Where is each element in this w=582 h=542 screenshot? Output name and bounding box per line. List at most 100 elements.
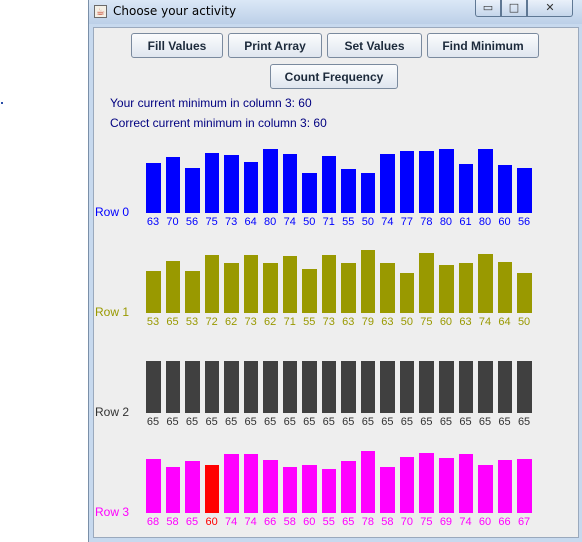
row-2-value-16: 65 — [459, 416, 472, 428]
row-2-value-6: 65 — [264, 416, 277, 428]
row-1-value-8: 55 — [303, 316, 316, 328]
row-3-bar-13 — [399, 457, 415, 513]
row-2-bar-3 — [204, 361, 220, 413]
row-0-bar-2 — [185, 168, 200, 213]
row-3-bar-12 — [380, 467, 395, 513]
maximize-button[interactable]: □ — [501, 0, 527, 17]
row-1-value-4: 62 — [224, 316, 238, 328]
row-2-value-19: 65 — [517, 416, 531, 428]
row-2-bar-1 — [165, 361, 180, 413]
row-2-value-18: 65 — [498, 416, 511, 428]
row-2-value-3: 65 — [205, 416, 218, 428]
row-1-bar-12 — [380, 263, 395, 313]
row-2-value-7: 65 — [283, 416, 296, 428]
row-0-bar-11 — [360, 173, 376, 213]
row-1-value-16: 63 — [459, 316, 472, 328]
row-2-value-2: 65 — [185, 416, 199, 428]
row-3-value-7: 58 — [283, 516, 296, 528]
fill-values-button[interactable]: Fill Values — [131, 33, 223, 58]
row-label-2: Row 2 — [95, 405, 130, 419]
row-1-value-6: 62 — [264, 316, 277, 328]
row-2-value-14: 65 — [420, 416, 433, 428]
row-1-value-12: 63 — [381, 316, 394, 328]
row-0-value-8: 50 — [303, 216, 316, 228]
row-2-bar-19 — [517, 361, 532, 413]
row-0-bar-7 — [282, 154, 298, 213]
row-1-bar-19 — [517, 273, 532, 313]
row-0-bar-0 — [146, 163, 161, 213]
title-bar[interactable]: ☕ Choose your activity ▭ □ ✕ — [89, 0, 582, 24]
row-1-bar-13 — [399, 273, 415, 313]
minimize-icon: ▭ — [482, 1, 494, 14]
bar-chart: Row 0 63 70 56 75 73 64 80 74 50 71 55 50 74 77 78 80 61 8… — [94, 28, 578, 537]
row-1-bar-1 — [165, 261, 180, 313]
row-2-value-0: 65 — [146, 416, 160, 428]
row-0-value-11: 50 — [361, 216, 374, 228]
row-2-value-5: 65 — [244, 416, 257, 428]
row-0-bar-12 — [380, 154, 395, 213]
row-2-bar-0 — [146, 361, 161, 413]
correct-minimum-text: Correct current minimum in column 3: 60 — [110, 116, 327, 130]
row-2-bar-7 — [282, 361, 298, 413]
row-3-value-4: 74 — [224, 516, 238, 528]
row-1-value-7: 71 — [283, 316, 296, 328]
row-1-value-15: 60 — [439, 316, 453, 328]
row-1-value-10: 63 — [342, 316, 355, 328]
row-2-bar-10 — [341, 361, 356, 413]
row-label-3: Row 3 — [95, 505, 130, 519]
row-1-bar-4 — [224, 263, 239, 313]
row-3-value-19: 67 — [517, 516, 531, 528]
row-3-bar-0 — [146, 459, 161, 513]
row-0-bar-1 — [165, 157, 180, 213]
row-3-bar-17 — [478, 465, 493, 513]
row-1-bar-18 — [497, 262, 512, 313]
row-2-value-11: 65 — [361, 416, 374, 428]
row-3-value-17: 60 — [478, 516, 492, 528]
row-0-value-5: 64 — [244, 216, 257, 228]
row-1-value-2: 53 — [185, 316, 199, 328]
row-1-value-14: 75 — [420, 316, 433, 328]
row-2-value-10: 65 — [342, 416, 355, 428]
row-2-value-15: 65 — [439, 416, 453, 428]
row-1-bar-17 — [478, 254, 493, 313]
row-2-bar-2 — [185, 361, 200, 413]
current-minimum-text: Your current minimum in column 3: 60 — [110, 96, 312, 110]
minimize-button[interactable]: ▭ — [475, 0, 501, 17]
row-0-value-14: 78 — [420, 216, 433, 228]
row-0-bar-8 — [302, 173, 317, 213]
row-2-value-4: 65 — [224, 416, 238, 428]
row-0-value-4: 73 — [224, 216, 238, 228]
close-button[interactable]: ✕ — [527, 0, 573, 17]
row-0-bar-15 — [439, 149, 454, 213]
find-minimum-button[interactable]: Find Minimum — [427, 33, 539, 58]
row-3-value-15: 69 — [439, 516, 453, 528]
row-1-bar-16 — [458, 263, 473, 313]
count-frequency-button[interactable]: Count Frequency — [270, 64, 398, 89]
row-3-bar-2 — [185, 461, 200, 513]
window-title: Choose your activity — [113, 4, 237, 18]
row-0-bar-18 — [497, 165, 512, 213]
row-1-bar-9 — [321, 255, 337, 313]
row-3-value-0: 68 — [146, 516, 160, 528]
row-2-bar-11 — [360, 361, 376, 413]
row-3-value-6: 66 — [264, 516, 277, 528]
row-1-value-3: 72 — [205, 316, 218, 328]
row-0-value-0: 63 — [146, 216, 160, 228]
set-values-button[interactable]: Set Values — [327, 33, 422, 58]
row-0-bar-17 — [478, 149, 493, 213]
row-0-value-1: 70 — [166, 216, 179, 228]
row-0-value-2: 56 — [185, 216, 199, 228]
row-1-bar-11 — [360, 250, 376, 313]
row-2-bar-4 — [224, 361, 239, 413]
row-2-bar-12 — [380, 361, 395, 413]
row-1-value-1: 65 — [166, 316, 179, 328]
row-1-value-9: 73 — [322, 316, 335, 328]
row-3-value-13: 70 — [400, 516, 413, 528]
row-1-bar-3 — [204, 255, 220, 313]
row-1-value-13: 50 — [400, 316, 413, 328]
row-3-value-9: 55 — [322, 516, 335, 528]
row-3-value-12: 58 — [381, 516, 394, 528]
row-1-value-11: 79 — [361, 316, 374, 328]
print-array-button[interactable]: Print Array — [228, 33, 322, 58]
row-0-bar-13 — [399, 151, 415, 213]
